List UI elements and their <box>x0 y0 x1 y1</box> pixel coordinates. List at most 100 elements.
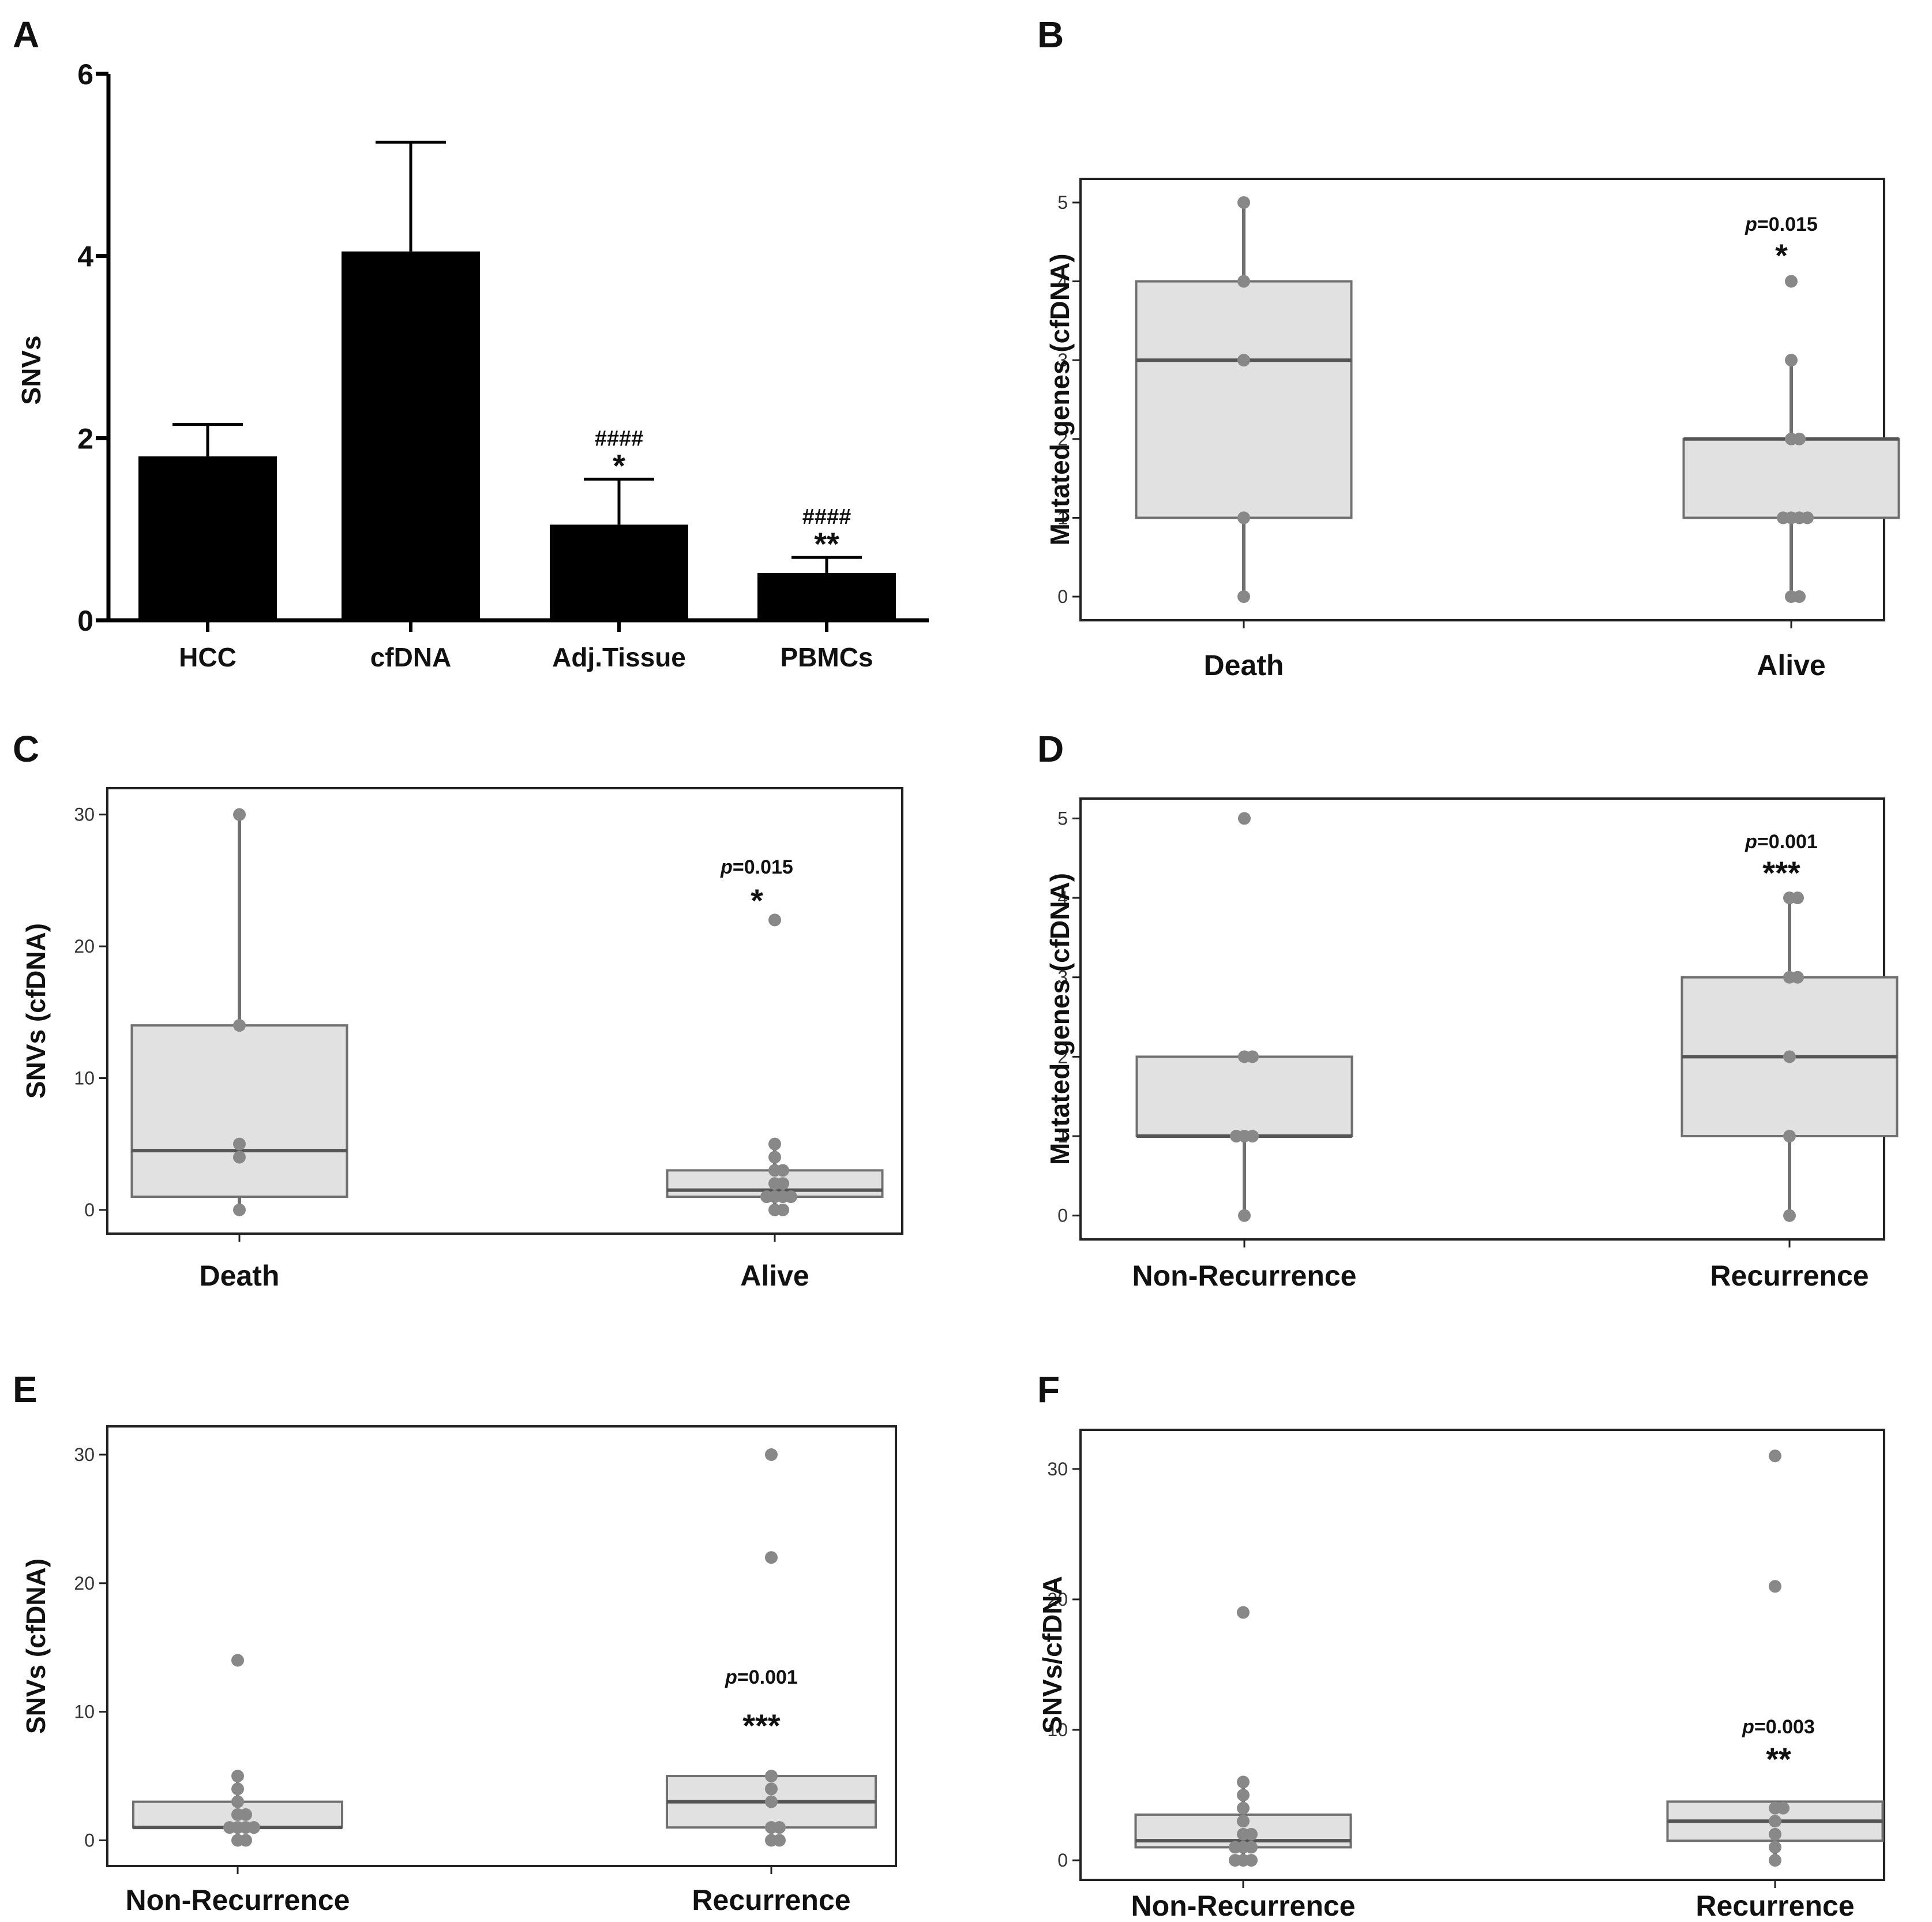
data-point <box>773 1821 786 1834</box>
y-axis-label: SNVs (cfDNA) <box>21 923 51 1099</box>
data-point <box>1769 1841 1781 1854</box>
x-category-label: Recurrence <box>1695 1890 1854 1922</box>
data-point <box>239 1834 252 1847</box>
data-point <box>1791 971 1804 984</box>
box-group-death: Death <box>1135 196 1353 681</box>
y-tick-label: 0 <box>1057 1205 1068 1226</box>
p-value-label: p=0.003 <box>1742 1716 1815 1738</box>
y-tick-label: 10 <box>74 1067 95 1088</box>
y-tick-label: 3 <box>1057 350 1068 370</box>
data-point <box>1785 354 1798 367</box>
p-prefix: p <box>1742 1716 1754 1738</box>
box-group-non-recurrence: Non-Recurrence <box>126 1654 350 1916</box>
panel-e: E 0 10 20 30 SNVs (cfDNA) Non-Recurrence Recurr… <box>13 1369 897 1916</box>
bar-cfdna <box>342 251 480 620</box>
significance-stars: *** <box>742 1707 781 1744</box>
data-point <box>765 1551 778 1564</box>
data-point <box>765 1795 778 1808</box>
data-point <box>231 1795 244 1808</box>
data-point <box>1245 1854 1258 1867</box>
data-point <box>1793 590 1806 604</box>
y-tick-label: 10 <box>74 1702 95 1722</box>
x-category-label: Non-Recurrence <box>1132 1260 1357 1292</box>
y-tick-label: 30 <box>1047 1459 1068 1479</box>
data-point <box>1769 1580 1781 1593</box>
data-point <box>1769 1815 1781 1828</box>
data-point <box>1229 1854 1241 1867</box>
p-value-label: p=0.001 <box>725 1666 798 1688</box>
data-point <box>231 1770 244 1783</box>
y-tick-label: 4 <box>1057 271 1068 292</box>
data-point <box>1237 1775 1250 1789</box>
bar-pbmcs <box>757 572 896 620</box>
data-point <box>1237 511 1250 524</box>
data-point <box>1769 1449 1781 1463</box>
data-point <box>1785 275 1798 288</box>
y-tick-label: 0 <box>1057 1850 1068 1871</box>
y-axis-label: SNVs (cfDNA) <box>21 1558 51 1734</box>
significance-stars: ** <box>1766 1741 1791 1777</box>
iqr-box <box>1135 1055 1353 1138</box>
data-point <box>1791 891 1804 905</box>
panel-f: F 0 10 20 30 SNVs/cfDNA Non-Recurrence Recurren… <box>1037 1369 1885 1922</box>
data-point <box>233 1019 246 1032</box>
box-group-alive: Alive <box>666 913 884 1292</box>
x-category-label: cfDNA <box>370 642 452 672</box>
y-tick-label: 3 <box>1057 967 1068 988</box>
plot-frame <box>106 1425 897 1867</box>
x-category-label: HCC <box>179 642 237 672</box>
panel-b: B 0 1 2 3 4 5 Mutated genes (cfDNA) Death Alive p=… <box>1037 14 1900 681</box>
panel-d: D 0 1 2 3 4 5 Mutated genes (cfDNA) Non-Recurren… <box>1037 728 1899 1292</box>
y-tick-label: 2 <box>77 422 93 455</box>
y-tick-label: 30 <box>74 804 95 825</box>
x-category-label: Death <box>200 1260 280 1292</box>
p-prefix: p <box>1745 213 1757 235</box>
data-point <box>231 1654 244 1667</box>
y-tick-label: 20 <box>1047 1589 1068 1610</box>
bar-hcc <box>138 456 277 620</box>
data-point <box>1237 590 1250 604</box>
y-tick-label: 10 <box>1047 1719 1068 1740</box>
data-point <box>773 1834 786 1847</box>
data-point <box>1237 1801 1250 1815</box>
x-category-label: PBMCs <box>780 642 873 672</box>
plot-frame <box>1079 1429 1885 1881</box>
y-tick-label: 2 <box>1057 429 1068 449</box>
y-tick-label: 1 <box>1057 1126 1068 1147</box>
y-axis-label: SNVs <box>16 335 46 404</box>
data-point <box>223 1821 236 1834</box>
significance-stars: *** <box>1762 855 1800 891</box>
data-point <box>768 913 781 927</box>
y-tick-label: 5 <box>1057 192 1068 213</box>
plot-frame <box>106 787 903 1235</box>
data-point <box>1793 432 1806 445</box>
bar-adj-tissue <box>550 524 688 620</box>
y-tick-label: 4 <box>77 241 93 273</box>
y-tick-label: 0 <box>1057 586 1068 607</box>
data-point <box>1777 1801 1790 1815</box>
y-tick-label: 30 <box>74 1444 95 1465</box>
data-point <box>1237 275 1250 288</box>
x-category-label: Death <box>1204 649 1284 681</box>
y-tick-label: 20 <box>74 936 95 957</box>
box-group-non-recurrence: Non-Recurrence <box>1132 812 1357 1292</box>
x-category-label: Alive <box>1757 649 1826 681</box>
data-point <box>1245 1841 1258 1854</box>
data-point <box>1237 1789 1250 1802</box>
box-group-recurrence: Recurrence <box>1666 1449 1884 1922</box>
data-point <box>231 1782 244 1796</box>
data-point <box>765 1770 778 1783</box>
data-point <box>776 1177 789 1190</box>
data-point <box>1237 196 1250 209</box>
data-point <box>776 1203 789 1216</box>
data-point <box>1769 1827 1781 1841</box>
panel-letter-f: F <box>1037 1369 1060 1410</box>
data-point <box>1777 511 1790 524</box>
y-tick-label: 5 <box>1057 808 1068 829</box>
significance-stars: ** <box>814 526 839 562</box>
p-value-text: =0.003 <box>1754 1716 1815 1738</box>
hash-annotation: #### <box>802 505 851 529</box>
panel-letter-a: A <box>13 14 39 55</box>
box-group-alive: Alive <box>1682 275 1900 681</box>
